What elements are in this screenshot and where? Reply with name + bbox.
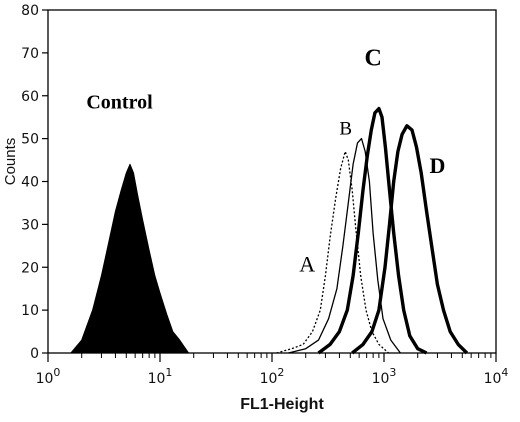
annotation-b: B	[339, 118, 352, 139]
y-tick-label: 40	[21, 175, 39, 191]
annotation-c: C	[365, 46, 382, 72]
annotation-d: D	[430, 153, 446, 178]
x-tick-label: 103	[372, 366, 397, 387]
y-tick-label: 0	[30, 346, 39, 362]
y-tick-label: 20	[21, 260, 39, 276]
annotation-a: A	[299, 252, 315, 277]
series-d-curve	[351, 124, 469, 355]
series-control-curve	[70, 163, 190, 354]
x-axis-label: FL1-Height	[240, 396, 324, 413]
y-tick-label: 80	[21, 3, 39, 19]
y-tick-label: 30	[21, 217, 39, 233]
y-tick-label: 70	[21, 46, 39, 62]
series-b-curve	[288, 137, 401, 354]
series-layer	[70, 106, 469, 355]
x-tick-label: 102	[260, 366, 285, 387]
x-tick-label: 101	[148, 366, 173, 387]
series-c-curve	[317, 106, 428, 355]
y-tick-label: 10	[21, 303, 39, 319]
annotation-layer: Control A B C D	[86, 46, 445, 277]
y-tick-label: 50	[21, 132, 39, 148]
x-tick-label: 100	[36, 366, 61, 387]
y-axis-label: Counts	[2, 138, 19, 186]
y-axis: 0 10 20 30 40 50 60 70 80	[21, 3, 48, 362]
series-a-curve	[276, 150, 390, 354]
x-axis: 100 101 102 103 104	[36, 353, 509, 387]
y-tick-label: 60	[21, 89, 39, 105]
x-tick-label: 104	[484, 366, 509, 387]
annotation-control: Control	[86, 92, 153, 114]
